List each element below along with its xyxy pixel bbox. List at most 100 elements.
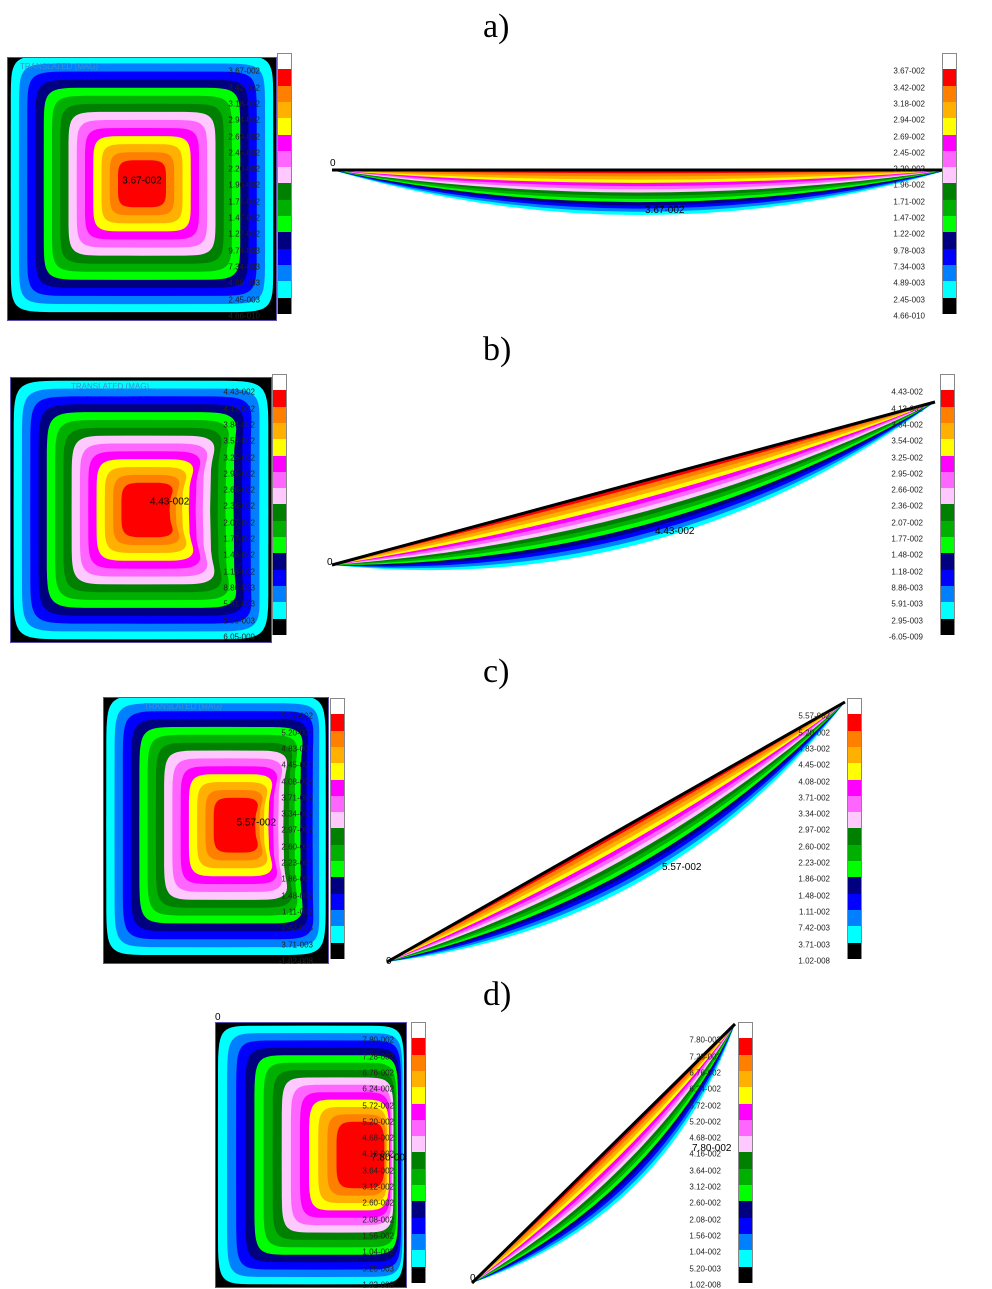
- legend-swatch: [940, 488, 955, 505]
- legend-swatch: [738, 1250, 753, 1267]
- legend-swatch: [272, 406, 287, 424]
- legend-swatch: [411, 1103, 426, 1121]
- legend-tick-label: 1.47-002: [893, 213, 925, 223]
- side-profile-b: [331, 400, 936, 571]
- legend-swatch: [330, 795, 345, 813]
- legend-tick-label: 7.28-002: [362, 1052, 394, 1062]
- legend-swatch: [330, 763, 345, 780]
- legend-swatch: [272, 602, 287, 619]
- legend-swatch: [738, 1185, 753, 1202]
- legend-tick-label: 2.45-003: [228, 295, 260, 304]
- legend-tick-label: 1.48-002: [281, 891, 313, 901]
- legend-swatch: [411, 1136, 426, 1153]
- legend-swatch: [847, 844, 862, 862]
- legend-swatch: [940, 439, 955, 456]
- legend-tick-label: 4.16-002: [689, 1149, 721, 1159]
- legend-swatch: [272, 488, 287, 505]
- corner-zero-d: 0: [215, 1012, 221, 1023]
- legend-tick-label: 5.57-002: [281, 711, 313, 721]
- legend-swatch: [738, 1087, 753, 1104]
- legend-tick-label: -1.02-008: [278, 956, 313, 966]
- legend-tick-label: 1.22-002: [228, 229, 260, 239]
- legend-swatch: [272, 537, 287, 554]
- legend-swatch: [277, 85, 292, 103]
- legend-tick-label: 1.18-002: [223, 567, 255, 577]
- legend-tick-label: 4.43-002: [891, 387, 923, 397]
- legend-swatch: [330, 942, 345, 960]
- side-edge: [331, 400, 936, 567]
- legend-tick-label: 4.16-002: [362, 1149, 394, 1159]
- legend-tick-label: 1.11-002: [799, 907, 830, 917]
- legend-swatch: [940, 374, 955, 391]
- legend-swatch: [847, 795, 862, 813]
- side-zero-b: 0: [327, 557, 333, 568]
- legend-swatch: [940, 390, 955, 408]
- legend-tick-label: 5.20-002: [362, 1117, 394, 1127]
- legend-swatch: [277, 53, 292, 70]
- legend-tick-label: 2.23-002: [281, 858, 313, 868]
- side-peak-b: 4.43-002: [655, 526, 695, 537]
- legend-tick-label: 2.69-002: [893, 132, 925, 141]
- legend-tick-label: 2.60-002: [689, 1198, 721, 1208]
- legend-tick-label: 1.86-002: [798, 874, 830, 884]
- legend-tick-label: 3.84-002: [223, 420, 255, 430]
- legend-swatch: [940, 537, 955, 554]
- legend-tick-label: 2.94-002: [228, 115, 260, 125]
- legend-swatch: [940, 520, 955, 538]
- plot-header-c: TRANSLATED (MAG): [144, 702, 223, 711]
- legend-swatch: [411, 1022, 426, 1039]
- legend-tick-label: 2.66-002: [891, 485, 923, 495]
- legend-tick-label: 8.86-003: [223, 583, 255, 593]
- legend-tick-label: 1.02-008: [689, 1280, 721, 1289]
- legend-swatch: [277, 199, 292, 217]
- legend-tick-label: 3.18-002: [893, 99, 925, 109]
- legend-tick-label: 9.78-003: [228, 246, 260, 256]
- legend-swatch: [411, 1119, 426, 1137]
- legend-tick-label: 6.05-009: [223, 632, 255, 642]
- legend-swatch: [940, 553, 955, 571]
- contour-rings-a: [10, 58, 274, 313]
- legend-tick-label: 2.60-002: [798, 842, 830, 852]
- legend-tick-label: 3.54-002: [223, 436, 255, 446]
- side-edge: [470, 1022, 737, 1285]
- contour-band: [213, 797, 258, 853]
- legend-swatch: [847, 714, 862, 732]
- legend-tick-label: 5.20-002: [281, 728, 313, 738]
- legend-tick-label: 2.60-002: [281, 842, 313, 852]
- legend-swatch: [272, 390, 287, 408]
- legend-tick-label: 2.36-002: [223, 501, 255, 511]
- contour-rings-c: [106, 698, 326, 955]
- legend-tick-label: 1.11-002: [282, 907, 313, 917]
- legend-swatch: [272, 504, 287, 522]
- contour-rings-d: [217, 1025, 405, 1285]
- legend-swatch: [277, 167, 292, 184]
- legend-tick-label: 1.56-002: [362, 1231, 394, 1241]
- legend-tick-label: 3.64-002: [362, 1166, 394, 1176]
- legend-tick-label: 2.97-002: [281, 825, 313, 835]
- legend-swatch: [277, 281, 292, 298]
- legend-tick-label: 1.71-002: [893, 197, 925, 207]
- legend-tick-label: 6.24-002: [362, 1084, 394, 1094]
- legend-tick-label: 3.67-002: [228, 66, 260, 76]
- contour-band: [118, 160, 166, 208]
- legend-tick-label: 3.71-002: [798, 793, 830, 803]
- legend-swatch: [738, 1103, 753, 1121]
- legend-tick-label: 4.68-002: [362, 1133, 394, 1143]
- legend-swatch: [738, 1136, 753, 1153]
- legend-swatch: [411, 1250, 426, 1267]
- side-zero-c: 0: [386, 956, 392, 967]
- legend-tick-label: 3.42-002: [893, 83, 925, 93]
- legend-tick-label: 1.86-002: [281, 874, 313, 884]
- legend-tick-label: 4.43-002: [223, 387, 255, 397]
- legend-tick-label: 2.95-002: [891, 469, 923, 479]
- legend-tick-label: 3.71-003: [281, 940, 313, 949]
- legend-tick-label: 2.08-002: [362, 1215, 394, 1225]
- legend-tick-label: 3.34-002: [281, 809, 313, 819]
- legend-tick-label: 4.08-002: [281, 777, 313, 786]
- legend-swatch: [738, 1038, 753, 1056]
- legend-swatch: [272, 455, 287, 473]
- legend-tick-label: 3.84-002: [891, 420, 923, 430]
- legend-swatch: [940, 569, 955, 587]
- legend-swatch: [272, 618, 287, 636]
- legend-swatch: [940, 406, 955, 424]
